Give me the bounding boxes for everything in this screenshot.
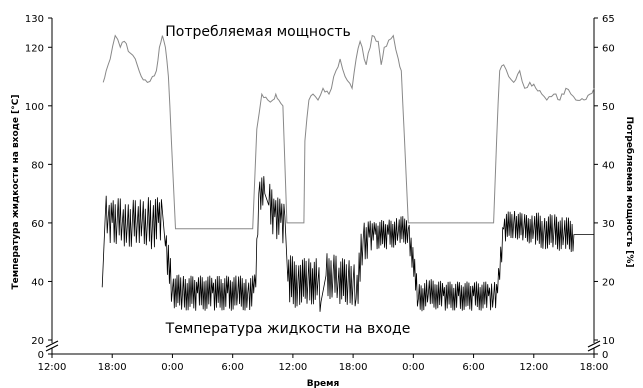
series-layer [101,34,595,312]
y-left-tick-label: 60 [31,219,44,230]
y-left-ticks: 0 20 40 60 80 100 120 130 [25,14,52,361]
x-tick-label: 12:00 [519,362,548,373]
x-ticks: 12:00 18:00 0:00 6:00 12:00 18:00 0:00 6:00 12:0… [38,354,609,373]
axis-break-left [45,340,59,352]
y-left-tick-label: 100 [25,102,44,113]
x-tick-label: 6:00 [221,362,243,373]
series-temperature-line [101,176,594,312]
x-tick-label: 0:00 [161,362,183,373]
y-right-ticks: 0 10 20 30 40 50 60 65 [594,14,615,361]
y-axis-left-title: Температура жидкости на входе [°C] [11,95,21,290]
y-left-tick-label: 80 [31,160,44,171]
x-tick-label: 18:00 [339,362,368,373]
y-left-tick-label: 0 [38,350,44,361]
y-right-tick-label: 20 [602,277,615,288]
y-right-tick-label: 40 [602,160,615,171]
x-tick-label: 12:00 [38,362,67,373]
y-left-tick-label: 120 [25,43,44,54]
x-tick-label: 18:00 [580,362,609,373]
annotation-temperature: Температура жидкости на входе [165,321,411,337]
y-right-tick-label: 60 [602,43,615,54]
y-right-tick-label: 10 [602,336,615,347]
axis-break-right [587,340,601,352]
annotation-power: Потребляемая мощность [165,24,351,40]
series-power-line [102,34,595,230]
y-left-tick-label: 130 [25,14,44,25]
y-axis-right-title: Потребляемая мощность [%] [624,116,635,267]
y-right-tick-label: 65 [602,14,615,25]
y-right-tick-label: 50 [602,102,615,113]
x-tick-label: 0:00 [402,362,424,373]
x-tick-label: 12:00 [278,362,307,373]
y-left-tick-label: 40 [31,277,44,288]
x-tick-label: 6:00 [462,362,484,373]
y-right-tick-label: 30 [602,219,615,230]
y-right-tick-label: 0 [602,350,608,361]
y-left-tick-label: 20 [31,336,44,347]
x-tick-label: 18:00 [98,362,127,373]
x-axis-title: Время [307,379,340,388]
plot-frame [45,18,601,355]
